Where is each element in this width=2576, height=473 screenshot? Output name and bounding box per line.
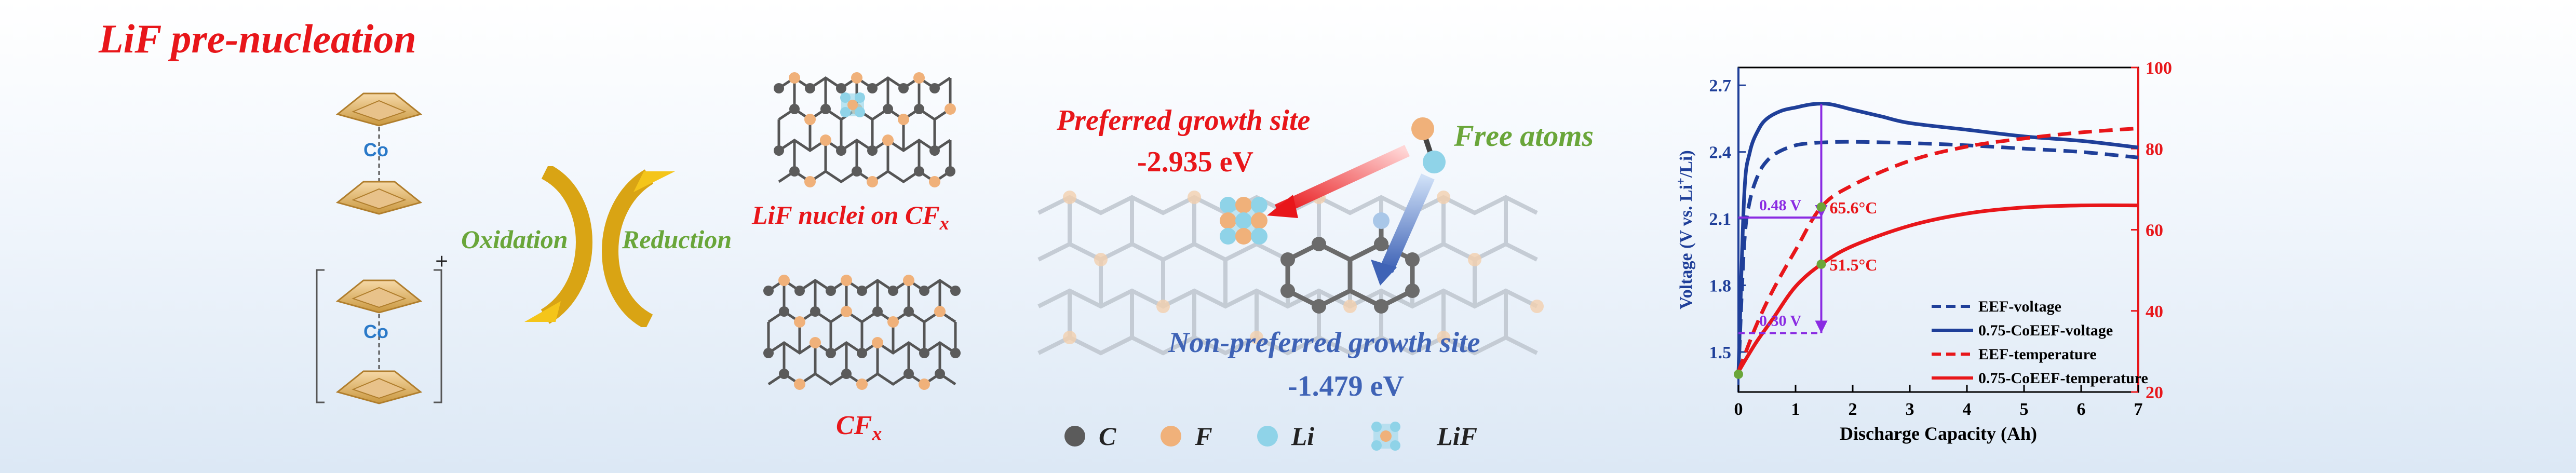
cation-charge: +	[435, 249, 449, 274]
preferred-site-label: Preferred growth site	[1057, 104, 1311, 137]
y-right-tick-label: 20	[2146, 383, 2163, 402]
oxidation-arrowhead	[524, 301, 561, 322]
y-left-tick-label: 2.1	[1709, 210, 1732, 229]
cfx-label: CFx	[836, 411, 882, 445]
series-line-eef-temperature	[1736, 126, 2139, 373]
x-tick-label: 5	[2020, 400, 2029, 419]
annotation-temp-label: 65.6°C	[1830, 198, 1878, 217]
preferred-site-energy: -2.935 eV	[1137, 146, 1253, 178]
legend-f-dot	[1161, 426, 1182, 447]
legend-lif-cluster-icon	[1371, 422, 1401, 451]
legend-entry-label: 0.75-CoEEF-voltage	[1978, 322, 2113, 339]
atom-legend: C F Li LiF	[1064, 420, 1477, 453]
y-left-tick-label: 1.8	[1709, 277, 1732, 296]
x-tick-label: 7	[2134, 400, 2143, 419]
legend-entry-label: 0.75-CoEEF-temperature	[1978, 370, 2148, 387]
annotation-030v: 0.30 V	[1759, 313, 1801, 330]
x-tick-label: 1	[1791, 400, 1800, 419]
ferrocene-metal-label: Co	[363, 139, 388, 160]
guide-arrow-030	[1815, 320, 1828, 333]
ferrocenium-metal-label: Co	[363, 321, 388, 342]
reduction-label: Reduction	[622, 225, 732, 254]
ferrocene-neutral	[335, 92, 423, 215]
legend-c-label: C	[1099, 422, 1116, 451]
y-right-tick-label: 60	[2146, 221, 2163, 240]
annotation-temp-label: 51.5°C	[1830, 255, 1878, 274]
lif-nuclei-lattice	[774, 72, 956, 187]
legend-lif-label: LiF	[1437, 422, 1477, 451]
annotation-marker	[1816, 202, 1826, 212]
annotation-048v: 0.48 V	[1759, 197, 1801, 214]
legend-li-dot	[1257, 426, 1278, 447]
ferrocenium-cation	[316, 269, 442, 404]
growth-site-scheme	[1037, 117, 1544, 356]
series-line-eef-voltage	[1736, 140, 2139, 374]
y-left-tick-label: 1.5	[1709, 343, 1732, 362]
y-right-tick-label: 80	[2146, 140, 2163, 159]
reduction-arrowhead	[633, 171, 675, 192]
lif-nuclei-label: LiF nuclei on CFx	[752, 200, 949, 234]
x-axis-label: Discharge Capacity (Ah)	[1840, 423, 2037, 444]
discharge-chart: 0 1 2 3 4 5 6 7 1.5 1.8 2.1 2.4 2.7 20 40 60 80 100 Discha…	[1675, 59, 2172, 444]
plot-frame	[1737, 66, 2139, 393]
scheme-title: LiF pre-nucleation	[99, 16, 416, 61]
x-tick-label: 6	[2077, 400, 2086, 419]
x-tick-label: 3	[1906, 400, 1914, 419]
x-tick-label: 0	[1734, 400, 1743, 419]
x-tick-label: 4	[1963, 400, 1972, 419]
y-left-axis-label: Voltage (V vs. Li+/Li)	[1675, 150, 1696, 309]
cfx-lattice	[763, 275, 961, 390]
legend-li-label: Li	[1291, 422, 1315, 451]
redox-cycle-arrows	[524, 166, 675, 327]
series-line-0-75-coeef-voltage	[1736, 102, 2139, 374]
legend-entry-label: EEF-voltage	[1978, 298, 2061, 315]
nonpreferred-arrow	[1380, 173, 1435, 273]
x-tick-label: 2	[1849, 400, 1857, 419]
y-left-tick-label: 2.7	[1709, 76, 1732, 96]
legend-entry-label: EEF-temperature	[1978, 346, 2097, 363]
annotation-marker	[1816, 259, 1826, 269]
legend-f-label: F	[1195, 422, 1212, 451]
y-left-tick-label: 2.4	[1709, 143, 1732, 163]
li-atom-nonpref	[1373, 212, 1390, 229]
free-atoms-label: Free atoms	[1454, 119, 1594, 153]
y-right-tick-label: 40	[2146, 302, 2163, 321]
start-marker	[1734, 369, 1743, 379]
lif-nucleus-cluster	[840, 92, 865, 117]
nonpreferred-site-energy: -1.479 eV	[1288, 370, 1404, 402]
nonpreferred-site-label: Non-preferred growth site	[1168, 327, 1480, 359]
preferred-arrow	[1274, 145, 1410, 216]
ferrocene-illustration	[316, 92, 442, 404]
legend-c-dot	[1064, 426, 1085, 447]
oxidation-label: Oxidation	[461, 225, 568, 254]
series-line-0-75-coeef-temperature	[1737, 203, 2139, 373]
preferred-site-lif-cluster	[1220, 197, 1267, 245]
y-right-tick-label: 100	[2146, 59, 2172, 78]
free-atoms-pair	[1411, 117, 1446, 173]
